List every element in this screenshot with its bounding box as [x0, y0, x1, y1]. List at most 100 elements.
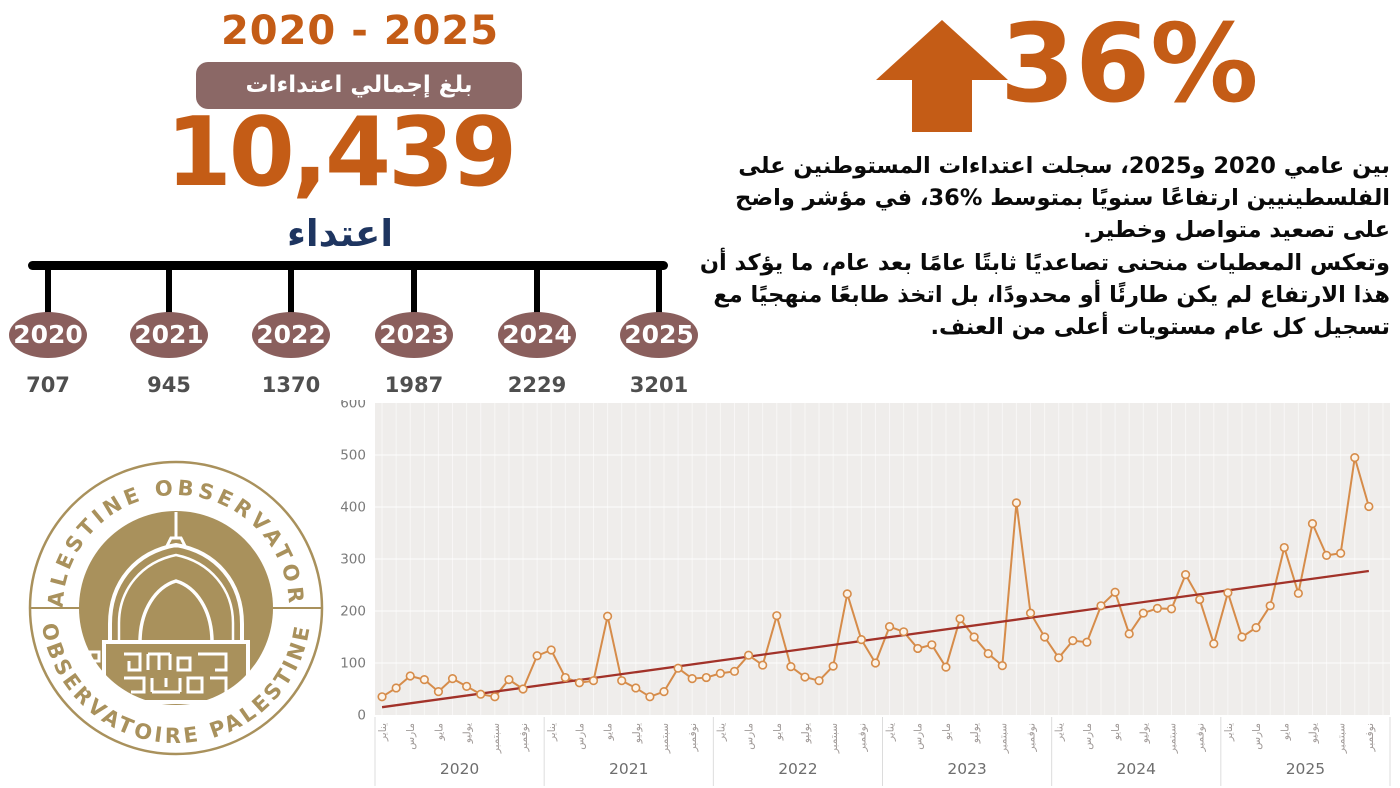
data-point-marker — [617, 676, 627, 686]
data-point-marker — [659, 687, 669, 697]
data-point-marker — [1293, 588, 1303, 598]
data-point-marker — [433, 687, 444, 697]
data-point-marker — [1152, 603, 1162, 613]
data-point-marker — [546, 645, 556, 655]
data-point-marker — [1068, 636, 1078, 646]
month-tick-label: سبتمبر — [1336, 723, 1348, 754]
month-tick-label: سبتمبر — [659, 723, 671, 754]
total-count: 10,439 — [165, 98, 518, 208]
y-axis-tick-label: 0 — [357, 708, 366, 724]
month-tick-label: يناير — [885, 723, 897, 742]
data-point-marker — [955, 614, 965, 624]
month-tick-label: نوفمبر — [518, 723, 530, 752]
data-point-marker — [631, 683, 641, 693]
month-tick-label: يوليو — [969, 723, 981, 744]
data-point-marker — [1195, 594, 1205, 605]
month-tick-label: نوفمبر — [1026, 723, 1038, 752]
data-point-marker — [560, 672, 570, 683]
total-label-badge: بلغ إجمالي اعتداءات المستوطنين — [196, 62, 522, 144]
data-point-marker — [800, 672, 810, 682]
year-badge: 2025 — [620, 312, 698, 358]
year-total: 707 — [26, 373, 70, 397]
data-point-marker — [729, 666, 740, 676]
data-point-marker — [462, 681, 472, 692]
y-axis-tick-label: 100 — [340, 656, 366, 672]
year-badge: 2020 — [9, 312, 87, 358]
data-point-marker — [772, 611, 782, 621]
data-point-marker — [504, 675, 514, 685]
month-tick-label: نوفمبر — [687, 723, 699, 752]
data-point-marker — [870, 658, 881, 668]
data-point-marker — [1011, 498, 1022, 508]
data-point-marker — [1336, 548, 1346, 558]
timeline-node-2025: 2025 3201 — [614, 268, 704, 397]
data-point-marker — [758, 660, 768, 670]
month-tick-label: يوليو — [1307, 723, 1319, 744]
timeline-node-2020: 2020 707 — [3, 268, 93, 397]
data-point-marker — [941, 662, 951, 672]
data-point-marker — [1251, 623, 1261, 633]
timeline-connector — [166, 268, 172, 314]
data-point-marker — [814, 676, 824, 686]
data-point-marker — [588, 676, 599, 686]
data-point-marker — [476, 689, 486, 699]
month-tick-label: سبتمبر — [828, 723, 840, 754]
year-axis-label: 2025 — [1286, 760, 1325, 778]
month-tick-label: مايو — [603, 723, 615, 741]
data-point-marker — [645, 692, 655, 702]
month-tick-label: مارس — [744, 723, 756, 750]
timeline-connector — [288, 268, 294, 314]
increase-percentage: 36% — [1000, 2, 1259, 127]
data-point-marker — [1025, 608, 1036, 618]
year-axis-label: 2023 — [947, 760, 986, 778]
data-point-marker — [701, 672, 711, 683]
data-point-marker — [532, 651, 542, 661]
year-badge: 2021 — [130, 312, 208, 358]
data-point-marker — [1082, 637, 1092, 647]
year-total: 3201 — [629, 373, 689, 397]
data-point-marker — [913, 643, 923, 654]
timeline-node-2022: 2022 1370 — [246, 268, 336, 397]
month-tick-label: مايو — [433, 723, 445, 741]
y-axis-tick-label: 500 — [340, 448, 366, 464]
total-unit-label: اعتداء — [286, 212, 394, 255]
data-point-marker — [786, 662, 796, 672]
year-badge: 2022 — [252, 312, 330, 358]
data-point-marker — [377, 692, 387, 702]
year-total: 1370 — [261, 373, 321, 397]
month-tick-label: مارس — [913, 723, 925, 750]
data-point-marker — [518, 684, 528, 694]
data-point-marker — [1054, 653, 1064, 663]
data-point-marker — [673, 663, 683, 673]
data-point-marker — [997, 661, 1007, 671]
data-point-marker — [1307, 519, 1318, 529]
month-tick-label: مايو — [772, 723, 784, 741]
data-point-marker — [884, 622, 895, 632]
timeline-connector — [534, 268, 540, 314]
month-tick-label: مايو — [1279, 723, 1291, 741]
data-point-marker — [1166, 604, 1177, 614]
description-paragraph-1: بين عامي 2020 و2025، سجلت اعتداءات المست… — [735, 153, 1390, 244]
data-point-marker — [1279, 542, 1289, 553]
month-tick-label: مايو — [1110, 723, 1122, 741]
month-tick-label: يناير — [1223, 723, 1235, 742]
month-tick-label: مايو — [941, 723, 953, 741]
data-point-marker — [1350, 452, 1360, 463]
data-point-marker — [1321, 550, 1332, 560]
year-badge: 2024 — [498, 312, 576, 358]
data-point-marker — [1124, 629, 1134, 639]
logo-inner-disc — [79, 511, 273, 705]
data-point-marker — [856, 635, 866, 645]
palestine-observatory-logo: PALESTINE OBSERVATORY OBSERVATOIRE PALES… — [20, 448, 332, 768]
month-tick-label: يوليو — [1138, 723, 1150, 744]
data-point-marker — [447, 674, 458, 684]
data-point-marker — [405, 671, 415, 681]
y-axis-tick-label: 400 — [340, 500, 366, 516]
data-point-marker — [391, 683, 401, 693]
timeline-bar — [28, 261, 668, 270]
month-tick-label: نوفمبر — [856, 723, 868, 752]
y-axis-tick-label: 200 — [340, 604, 366, 620]
month-tick-label: نوفمبر — [1364, 723, 1376, 752]
timeline-connector — [45, 268, 51, 314]
